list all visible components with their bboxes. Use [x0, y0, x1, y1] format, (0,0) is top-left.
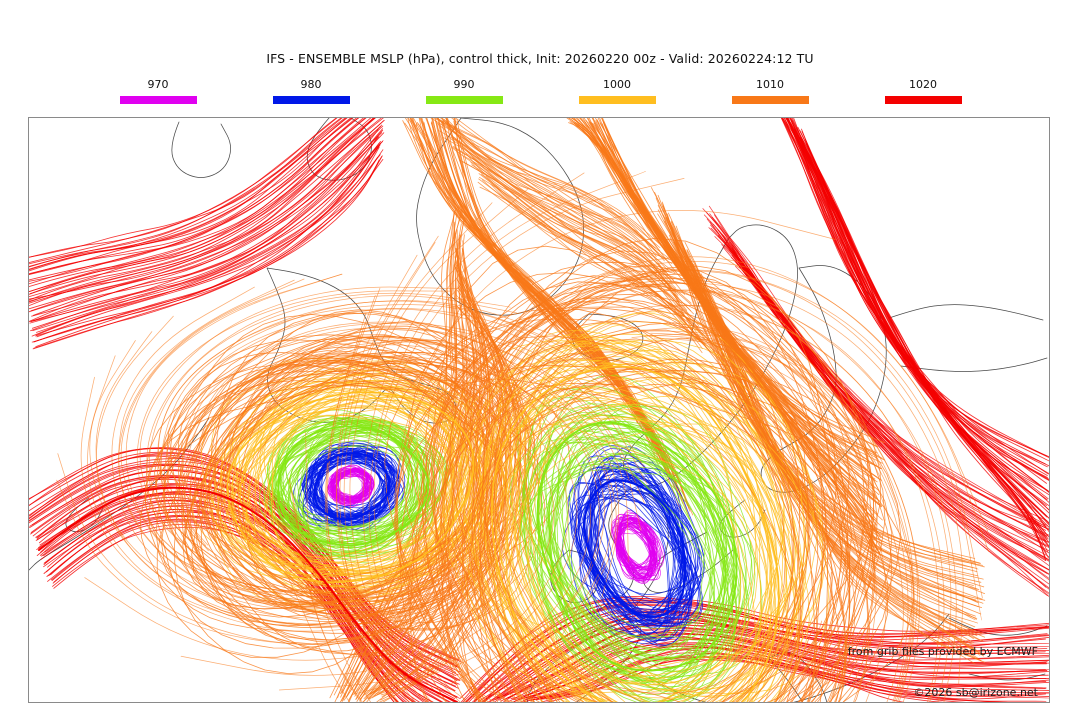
legend-item-1010[interactable]: 1010 — [710, 78, 830, 104]
ensemble-contour-layer — [29, 118, 1049, 702]
legend-swatch-1000 — [578, 96, 656, 104]
legend-item-990[interactable]: 990 — [404, 78, 524, 104]
legend-label-1020: 1020 — [909, 78, 937, 91]
legend-label-990: 990 — [453, 78, 475, 91]
legend-item-1020[interactable]: 1020 — [863, 78, 983, 104]
map-plot-area[interactable] — [28, 117, 1050, 703]
legend-swatch-1020 — [884, 96, 962, 104]
copyright-credit: ©2026 sb@irizone.net — [913, 686, 1038, 699]
legend-swatch-970 — [119, 96, 197, 104]
legend-label-1010: 1010 — [756, 78, 784, 91]
legend-swatch-990 — [425, 96, 503, 104]
legend-swatch-1010 — [731, 96, 809, 104]
legend-item-980[interactable]: 980 — [251, 78, 371, 104]
legend-swatch-980 — [272, 96, 350, 104]
spaghetti-contour-plot — [29, 118, 1049, 702]
legend: 970 980 990 1000 1010 1020 — [0, 78, 1080, 108]
source-credit: from grib files provided by ECMWF — [847, 645, 1038, 658]
legend-item-970[interactable]: 970 — [98, 78, 218, 104]
page-title: IFS - ENSEMBLE MSLP (hPa), control thick… — [266, 51, 814, 66]
legend-item-1000[interactable]: 1000 — [557, 78, 677, 104]
legend-label-1000: 1000 — [603, 78, 631, 91]
legend-label-980: 980 — [300, 78, 322, 91]
legend-label-970: 970 — [147, 78, 169, 91]
